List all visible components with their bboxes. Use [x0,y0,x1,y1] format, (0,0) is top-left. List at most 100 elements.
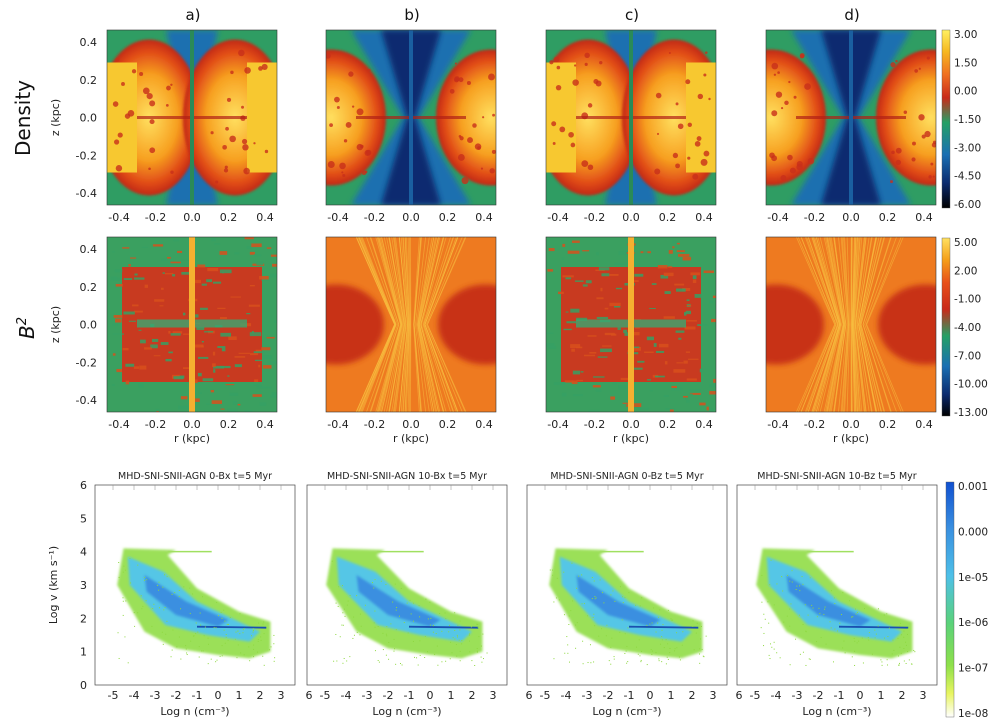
phase-panel-c: MHD-SNI-SNII-AGN 0-Bz t=5 Myr 6 -5 -4 -3 -2 -1… [526,471,728,718]
map-x-tick: 0.2 [439,418,457,431]
phase-x-tick: -3 [362,689,373,702]
map-x-tick: 0.2 [659,418,677,431]
phase-y-tick: 0 [80,679,87,692]
map-z-tick: 0.0 [80,319,98,332]
map-x-tick: 0.4 [256,211,274,224]
column-label-b: b) [404,6,419,24]
column-label-a: a) [185,6,200,24]
phase-x-tick: -3 [792,689,803,702]
phase-x-tick: -5 [750,689,761,702]
map-x-tick: 0.2 [439,211,457,224]
phase-x-tick: -4 [561,689,572,702]
phase-x-tick: -4 [341,689,352,702]
map-panel-density-a: -0.4 -0.2 0.0 0.2 0.4 0.4 0.2 0.0 -0.2 -0.4 z (kpc… [49,29,278,224]
map-z-axis-label: z (kpc) [49,99,62,136]
phase-x-tick: -2 [603,689,614,702]
map-z-tick: -0.2 [76,149,97,162]
phase-x-tick: 2 [257,689,264,702]
phase-x-tick: 3 [710,689,717,702]
phase-x-tick: -4 [771,689,782,702]
phase-x-tick: 3 [920,689,927,702]
phase-x-tick: 0 [857,689,864,702]
map-x-tick: 0.4 [695,211,713,224]
row-label-bsq: B2 [15,317,39,339]
colorbar-phase-tick: 1e-08 [958,708,988,720]
colorbar-phase-tick: 0.000 [958,526,988,538]
map-x-tick: -0.4 [108,211,129,224]
map-z-axis-label: z (kpc) [49,306,62,343]
phase-x-tick: 6 [306,689,313,702]
map-z-tick: 0.2 [80,74,98,87]
phase-x-tick: 0 [215,689,222,702]
map-x-tick: -0.2 [145,418,166,431]
phase-x-tick: -3 [150,689,161,702]
phase-x-axis-label: Log n (cm⁻³) [592,705,661,718]
map-x-tick: -0.2 [145,211,166,224]
colorbar-bsq-tick: 5.00 [954,237,977,249]
map-z-tick: 0.0 [80,112,98,125]
phase-x-tick: -1 [834,689,845,702]
map-z-tick: 0.4 [80,243,98,256]
map-panel-bsq-d: -0.4 -0.2 0.0 0.2 0.4 r (kpc) [765,236,937,445]
phase-y-tick: 2 [80,612,87,625]
map-x-tick: -0.2 [804,211,825,224]
map-x-tick: 0.2 [879,211,897,224]
colorbar-bsq-tick: 2.00 [954,265,977,277]
phase-title: MHD-SNI-SNII-AGN 10-Bx t=5 Myr [327,471,487,482]
map-x-tick: 0.0 [402,211,420,224]
colorbar-density-tick: 3.00 [954,29,977,41]
column-label-c: c) [625,6,639,24]
row-label-density: Density [11,80,35,156]
map-x-tick: -0.4 [547,418,568,431]
colorbar-phase: 0.001 0.000 1e-05 1e-06 1e-07 1e-08 [945,481,988,720]
map-r-axis-label: r (kpc) [613,432,649,445]
map-x-tick: -0.2 [804,418,825,431]
colorbars: 3.00 1.50 0.00 -1.50 -3.00 -4.50 -6.00 5.00 2.00… [941,29,988,720]
map-x-tick: -0.2 [364,211,385,224]
map-x-tick: -0.4 [327,211,348,224]
map-x-tick: -0.2 [364,418,385,431]
map-x-tick: 0.0 [842,211,860,224]
map-panel-density-c: -0.4 -0.2 0.0 0.2 0.4 [545,29,717,224]
map-x-tick: -0.4 [767,418,788,431]
phase-y-tick: 6 [80,479,87,492]
map-x-tick: 0.2 [220,211,238,224]
map-x-tick: 0.0 [183,418,201,431]
phase-x-tick: -1 [404,689,415,702]
map-z-tick: 0.2 [80,281,98,294]
colorbar-density-tick: 1.50 [954,57,977,69]
phase-x-tick: -2 [171,689,182,702]
phase-y-tick: 3 [80,579,87,592]
map-panel-density-b: -0.4 -0.2 0.0 0.2 0.4 [325,29,497,224]
phase-panel-a: MHD-SNI-SNII-AGN 0-Bx t=5 Myr -5 -4 -3 -2 -1 0… [47,471,296,718]
phase-x-tick: -5 [108,689,119,702]
phase-panels: MHD-SNI-SNII-AGN 0-Bx t=5 Myr -5 -4 -3 -2 -1 0… [47,471,938,718]
phase-x-tick: -5 [540,689,551,702]
map-panel-bsq-c: -0.4 -0.2 0.0 0.2 0.4 r (kpc) [545,236,717,445]
phase-x-tick: 3 [490,689,497,702]
phase-title: MHD-SNI-SNII-AGN 0-Bz t=5 Myr [550,471,703,482]
colorbar-bsq: 5.00 2.00 -1.00 -4.00 -7.00 -10.00 -13.00 [941,237,988,419]
phase-y-axis-label: Log v (km s⁻¹) [47,546,60,624]
map-x-tick: -0.2 [584,418,605,431]
phase-x-axis-label: Log n (cm⁻³) [802,705,871,718]
map-panels: -0.4 -0.2 0.0 0.2 0.4 0.4 0.2 0.0 -0.2 -0.4 z (kpc… [49,29,937,445]
map-x-tick: 0.4 [915,211,933,224]
column-label-d: d) [844,6,859,24]
colorbar-density: 3.00 1.50 0.00 -1.50 -3.00 -4.50 -6.00 [941,29,981,211]
map-x-tick: -0.4 [767,211,788,224]
colorbar-density-tick: -6.00 [954,199,981,211]
map-x-tick: 0.0 [622,211,640,224]
map-x-tick: 0.0 [842,418,860,431]
map-x-tick: 0.2 [220,418,238,431]
map-z-tick: -0.2 [76,356,97,369]
map-x-tick: 0.4 [256,418,274,431]
phase-x-tick: -2 [813,689,824,702]
phase-title: MHD-SNI-SNII-AGN 10-Bz t=5 Myr [757,471,916,482]
map-z-tick: -0.4 [76,394,97,407]
phase-x-tick: 0 [427,689,434,702]
phase-x-tick: 6 [526,689,533,702]
phase-x-axis-label: Log n (cm⁻³) [372,705,441,718]
phase-x-tick: 0 [647,689,654,702]
